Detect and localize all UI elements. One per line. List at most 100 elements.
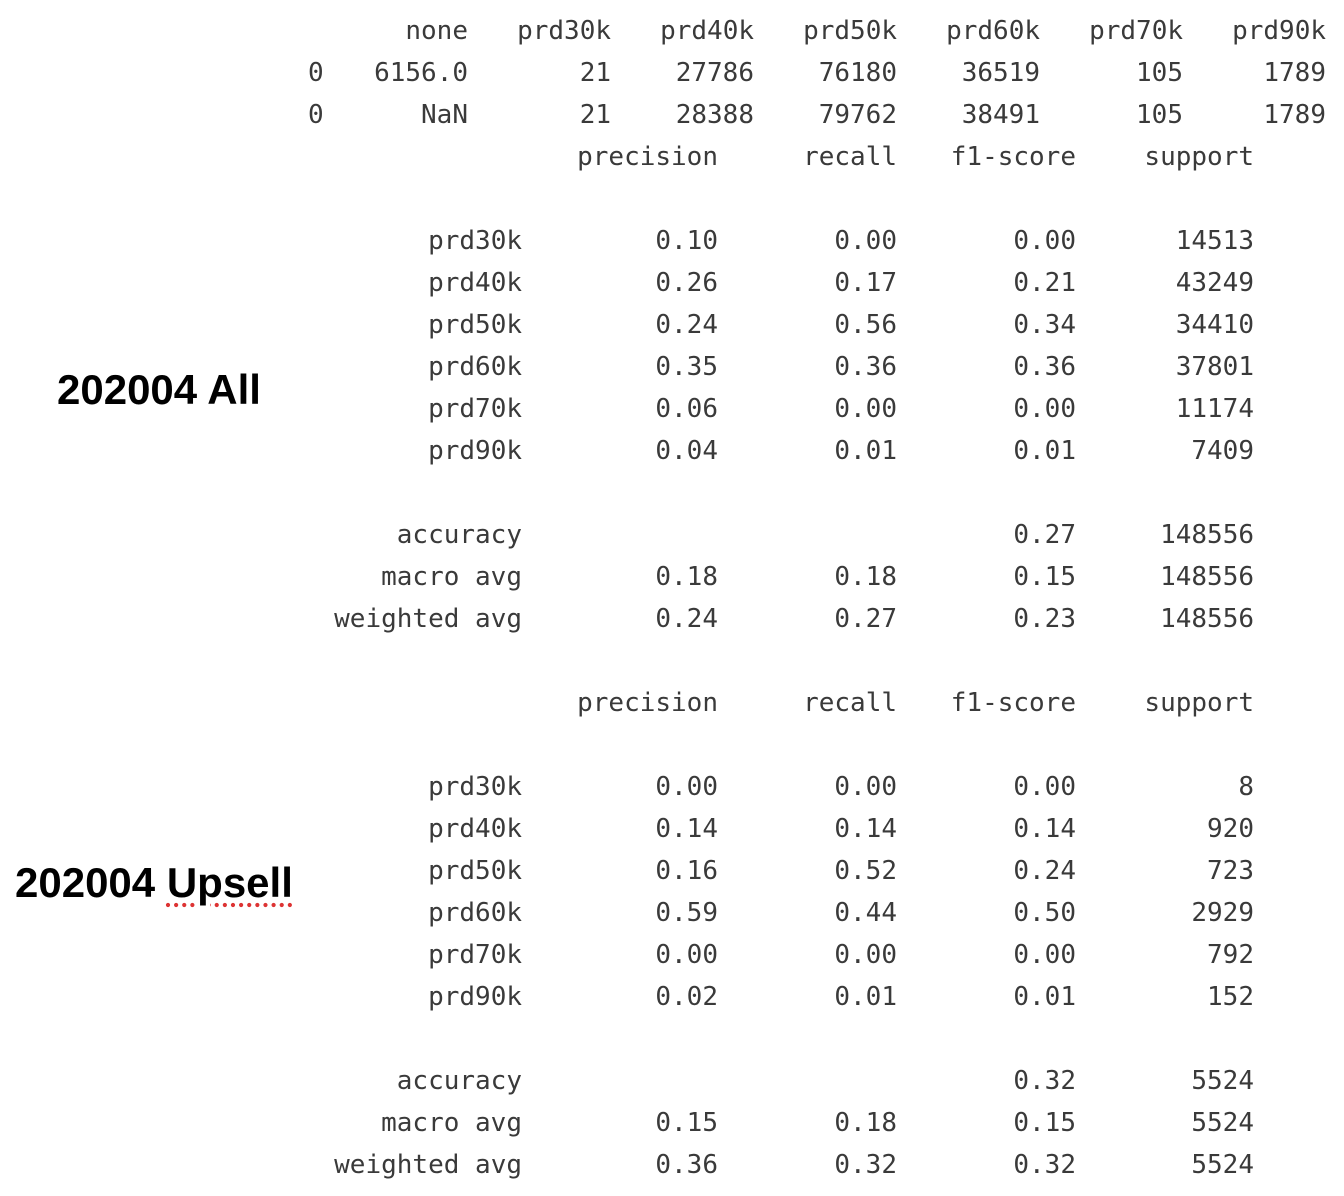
report-summary-precision: 0.18 [655,562,718,592]
report-cell-f1: 0.50 [1013,898,1076,928]
summary-header-prd30k: prd30k [517,16,611,46]
report-summary-support: 5524 [1191,1150,1254,1180]
report-cell-recall: 0.52 [834,856,897,886]
report-cell-f1: 0.24 [1013,856,1076,886]
report-cell-f1: 0.00 [1013,772,1076,802]
report-cell-recall: 0.00 [834,940,897,970]
summary-cell: 105 [1136,100,1183,130]
report-label-segment: Upsell [166,859,293,906]
summary-header-prd70k: prd70k [1089,16,1183,46]
report-label: 202004 Upsell [15,858,293,908]
report-cell-f1: 0.00 [1013,226,1076,256]
report-summary-label: macro avg [381,1108,522,1138]
report-summary-support: 5524 [1191,1108,1254,1138]
report-cell-precision: 0.14 [655,814,718,844]
summary-header-prd50k: prd50k [803,16,897,46]
report-cell-f1: 0.14 [1013,814,1076,844]
report-cell-recall: 0.36 [834,352,897,382]
report-row-label: prd30k [428,226,522,256]
report-row-label: prd60k [428,898,522,928]
summary-row-index: 0 [308,58,324,88]
report-cell-f1: 0.01 [1013,436,1076,466]
report-cell-support: 920 [1207,814,1254,844]
report-header-f1-score: f1-score [950,142,1076,172]
report-summary-support: 148556 [1160,520,1254,550]
summary-cell: 36519 [961,58,1040,88]
report-label-segment: All [207,366,261,413]
summary-cell: 28388 [675,100,754,130]
report-cell-recall: 0.00 [834,394,897,424]
report-row-label: prd40k [428,268,522,298]
report-cell-precision: 0.26 [655,268,718,298]
report-row-label: prd70k [428,394,522,424]
summary-cell: NaN [421,100,468,130]
report-summary-recall [697,514,897,556]
summary-cell: 76180 [818,58,897,88]
summary-cell: 1789 [1263,100,1326,130]
summary-cell: 27786 [675,58,754,88]
report-cell-support: 152 [1207,982,1254,1012]
report-label: 202004 All [57,365,261,415]
report-cell-precision: 0.35 [655,352,718,382]
report-cell-f1: 0.36 [1013,352,1076,382]
summary-header-none: none [405,16,468,46]
report-cell-support: 34410 [1175,310,1254,340]
report-header-precision: precision [577,142,718,172]
report-summary-label: weighted avg [334,604,522,634]
report-header-recall: recall [803,688,897,718]
report-summary-precision: 0.36 [655,1150,718,1180]
report-cell-recall: 0.00 [834,772,897,802]
summary-header-prd60k: prd60k [946,16,1040,46]
report-cell-f1: 0.00 [1013,940,1076,970]
report-row-label: prd70k [428,940,522,970]
report-summary-precision: 0.15 [655,1108,718,1138]
report-cell-f1: 0.00 [1013,394,1076,424]
report-cell-recall: 0.01 [834,436,897,466]
report-header-f1-score: f1-score [950,688,1076,718]
report-summary-label: accuracy [396,1066,522,1096]
summary-cell: 38491 [961,100,1040,130]
report-cell-precision: 0.02 [655,982,718,1012]
report-header-precision: precision [577,688,718,718]
report-header-support: support [1144,142,1254,172]
report-label-period: 202004 [15,859,156,906]
report-summary-f1: 0.32 [1013,1150,1076,1180]
report-summary-precision [518,1060,718,1102]
report-summary-label: macro avg [381,562,522,592]
report-summary-label: accuracy [396,520,522,550]
report-cell-precision: 0.00 [655,772,718,802]
report-label-period: 202004 [57,366,198,413]
report-cell-support: 2929 [1191,898,1254,928]
report-summary-recall: 0.18 [834,1108,897,1138]
summary-cell: 1789 [1263,58,1326,88]
report-summary-f1: 0.27 [1013,520,1076,550]
summary-cell: 21 [579,100,611,130]
report-cell-f1: 0.01 [1013,982,1076,1012]
report-cell-recall: 0.17 [834,268,897,298]
report-summary-recall: 0.18 [834,562,897,592]
report-summary-recall: 0.27 [834,604,897,634]
report-cell-recall: 0.01 [834,982,897,1012]
report-header-recall: recall [803,142,897,172]
report-cell-support: 37801 [1175,352,1254,382]
summary-cell: 79762 [818,100,897,130]
report-row-label: prd50k [428,310,522,340]
summary-header-prd90k: prd90k [1232,16,1326,46]
report-summary-support: 5524 [1191,1066,1254,1096]
summary-cell: 21 [579,58,611,88]
report-row-label: prd30k [428,772,522,802]
report-header-support: support [1144,688,1254,718]
report-cell-support: 723 [1207,856,1254,886]
report-cell-precision: 0.10 [655,226,718,256]
report-cell-recall: 0.56 [834,310,897,340]
summary-cell: 6156.0 [374,58,468,88]
report-summary-support: 148556 [1160,604,1254,634]
report-row-label: prd90k [428,982,522,1012]
report-cell-precision: 0.16 [655,856,718,886]
report-cell-precision: 0.06 [655,394,718,424]
report-row-label: prd50k [428,856,522,886]
report-summary-f1: 0.23 [1013,604,1076,634]
report-summary-recall [697,1060,897,1102]
report-cell-support: 43249 [1175,268,1254,298]
report-cell-recall: 0.44 [834,898,897,928]
